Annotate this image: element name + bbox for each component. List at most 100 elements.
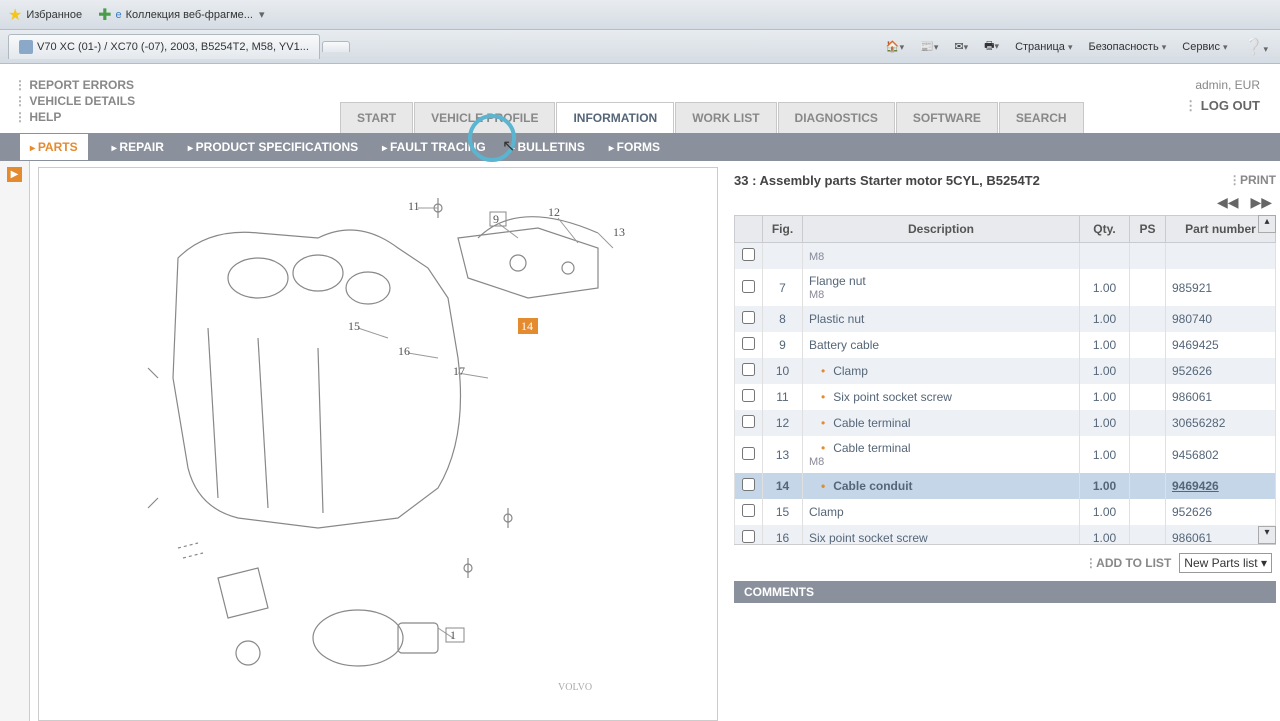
row-description: •Cable conduit — [803, 473, 1080, 499]
print-icon[interactable]: 🖶▾ — [984, 37, 999, 56]
browser-tab-active[interactable]: V70 XC (01-) / XC70 (-07), 2003, B5254T2… — [8, 34, 320, 59]
row-checkbox[interactable] — [742, 389, 755, 402]
row-checkbox[interactable] — [742, 280, 755, 293]
subtab-product-spec[interactable]: PRODUCT SPECIFICATIONS — [188, 140, 358, 154]
user-info: admin, EUR — [1195, 78, 1260, 92]
service-menu[interactable]: Сервис ▾ — [1182, 41, 1227, 53]
table-row[interactable]: 15Clamp1.00952626 — [735, 499, 1276, 525]
page-menu[interactable]: Страница ▾ — [1015, 41, 1072, 53]
row-checkbox[interactable] — [742, 248, 755, 261]
row-part-number: 985921 — [1166, 269, 1276, 306]
webfragments-link[interactable]: Коллекция веб-фрагме... — [126, 9, 253, 21]
add-favorite-icon[interactable]: ✚ — [98, 5, 111, 25]
svg-text:11: 11 — [408, 199, 420, 213]
row-qty: 1.00 — [1080, 384, 1130, 410]
table-row[interactable]: 10•Clamp1.00952626 — [735, 358, 1276, 384]
actions-row: ADD TO LIST New Parts list ▾ — [734, 545, 1276, 581]
favorites-label[interactable]: Избранное — [26, 9, 82, 21]
help-link[interactable]: HELP — [14, 110, 135, 124]
tab-vehicle-profile[interactable]: VEHICLE PROFILE — [414, 102, 555, 133]
row-description: •Cable terminal — [803, 410, 1080, 436]
row-checkbox[interactable] — [742, 337, 755, 350]
row-part-number — [1166, 243, 1276, 270]
report-errors-link[interactable]: REPORT ERRORS — [14, 78, 135, 92]
row-description: M8 — [803, 243, 1080, 270]
tab-start[interactable]: START — [340, 102, 413, 133]
home-icon[interactable]: 🏠▾ — [886, 40, 904, 53]
parts-list-panel: 33 : Assembly parts Starter motor 5CYL, … — [718, 161, 1280, 721]
row-ps — [1130, 525, 1166, 545]
row-ps — [1130, 473, 1166, 499]
row-fig: 15 — [763, 499, 803, 525]
subtab-fault-tracing[interactable]: FAULT TRACING — [382, 140, 486, 154]
expand-rail-button[interactable]: ▶ — [7, 167, 23, 182]
row-part-number: 952626 — [1166, 358, 1276, 384]
table-row[interactable]: 16Six point socket screw1.00986061 — [735, 525, 1276, 545]
row-fig: 10 — [763, 358, 803, 384]
parts-list-select[interactable]: New Parts list ▾ — [1179, 553, 1272, 573]
subtab-forms[interactable]: FORMS — [609, 140, 660, 154]
svg-text:15: 15 — [348, 319, 360, 333]
comments-header[interactable]: COMMENTS — [734, 581, 1276, 603]
tab-diagnostics[interactable]: DIAGNOSTICS — [778, 102, 895, 133]
subtab-parts[interactable]: PARTS — [20, 134, 88, 160]
row-qty: 1.00 — [1080, 436, 1130, 473]
header-left-links: REPORT ERRORS VEHICLE DETAILS HELP — [14, 78, 135, 124]
help-icon[interactable]: ❔▾ — [1244, 37, 1268, 57]
row-checkbox[interactable] — [742, 530, 755, 543]
tab-work-list[interactable]: WORK LIST — [675, 102, 776, 133]
table-row[interactable]: 13•Cable terminalM81.009456802 — [735, 436, 1276, 473]
table-row[interactable]: 7Flange nutM81.00985921 — [735, 269, 1276, 306]
browser-new-tab[interactable] — [322, 41, 350, 52]
row-qty: 1.00 — [1080, 410, 1130, 436]
row-checkbox[interactable] — [742, 363, 755, 376]
tab-information[interactable]: INFORMATION — [556, 102, 674, 133]
dropdown-arrow-icon[interactable]: ▾ — [259, 8, 265, 21]
row-qty: 1.00 — [1080, 499, 1130, 525]
col-qty: Qty. — [1080, 216, 1130, 243]
main-tabs: START VEHICLE PROFILE INFORMATION WORK L… — [340, 102, 1280, 133]
table-row[interactable]: 12•Cable terminal1.0030656282 — [735, 410, 1276, 436]
table-row[interactable]: 14•Cable conduit1.009469426 — [735, 473, 1276, 499]
favorites-star-icon: ★ — [8, 5, 22, 25]
security-menu[interactable]: Безопасность ▾ — [1089, 41, 1167, 53]
table-header-row: Fig. Description Qty. PS Part number — [735, 216, 1276, 243]
row-checkbox[interactable] — [742, 415, 755, 428]
table-row[interactable]: 9Battery cable1.009469425 — [735, 332, 1276, 358]
parts-table: Fig. Description Qty. PS Part number M87… — [734, 215, 1276, 545]
mail-icon[interactable]: ✉▾ — [954, 40, 968, 53]
logout-link[interactable]: LOG OUT — [1184, 98, 1260, 114]
rss-icon[interactable]: 📰▾ — [920, 40, 938, 53]
row-fig: 14 — [763, 473, 803, 499]
subtab-repair[interactable]: REPAIR — [112, 140, 164, 154]
table-row[interactable]: 11•Six point socket screw1.00986061 — [735, 384, 1276, 410]
row-description: Six point socket screw — [803, 525, 1080, 545]
add-to-list-button[interactable]: ADD TO LIST — [1085, 556, 1171, 570]
svg-text:16: 16 — [398, 344, 410, 358]
subtab-bulletins[interactable]: BULLETINS — [510, 140, 585, 154]
content-area: ▶ — [0, 161, 1280, 721]
table-row[interactable]: 8Plastic nut1.00980740 — [735, 306, 1276, 332]
row-part-number: 30656282 — [1166, 410, 1276, 436]
row-fig: 11 — [763, 384, 803, 410]
tab-software[interactable]: SOFTWARE — [896, 102, 998, 133]
row-description: Battery cable — [803, 332, 1080, 358]
scroll-up-icon[interactable]: ▴ — [1258, 215, 1276, 233]
row-checkbox[interactable] — [742, 504, 755, 517]
row-checkbox[interactable] — [742, 478, 755, 491]
col-ps: PS — [1130, 216, 1166, 243]
pager-first-icon[interactable]: ◀◀ — [1217, 194, 1239, 210]
print-link[interactable]: PRINT — [1229, 173, 1276, 187]
pager-next-icon[interactable]: ▶▶ — [1250, 194, 1272, 210]
row-description: •Clamp — [803, 358, 1080, 384]
row-fig — [763, 243, 803, 270]
tab-search[interactable]: SEARCH — [999, 102, 1084, 133]
parts-diagram[interactable]: 11 9 1213 151617 1 14 VOLVO — [49, 178, 707, 698]
vehicle-details-link[interactable]: VEHICLE DETAILS — [14, 94, 135, 108]
table-row[interactable]: M8 — [735, 243, 1276, 270]
row-fig: 7 — [763, 269, 803, 306]
scroll-down-icon[interactable]: ▾ — [1258, 526, 1276, 544]
row-checkbox[interactable] — [742, 447, 755, 460]
row-ps — [1130, 358, 1166, 384]
row-checkbox[interactable] — [742, 311, 755, 324]
